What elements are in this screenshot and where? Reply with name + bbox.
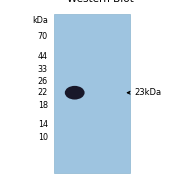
Text: 44: 44	[38, 52, 48, 61]
Text: 22: 22	[37, 88, 48, 97]
Text: 18: 18	[38, 101, 48, 110]
Text: kDa: kDa	[33, 16, 49, 25]
Text: 33: 33	[38, 65, 48, 74]
Text: 14: 14	[38, 120, 48, 129]
Text: 23kDa: 23kDa	[134, 88, 161, 97]
Ellipse shape	[65, 86, 85, 100]
Text: 70: 70	[38, 32, 48, 41]
Text: Western Blot: Western Blot	[68, 0, 134, 4]
Text: 26: 26	[38, 77, 48, 86]
Text: 10: 10	[38, 133, 48, 142]
Bar	[54, 14, 130, 173]
